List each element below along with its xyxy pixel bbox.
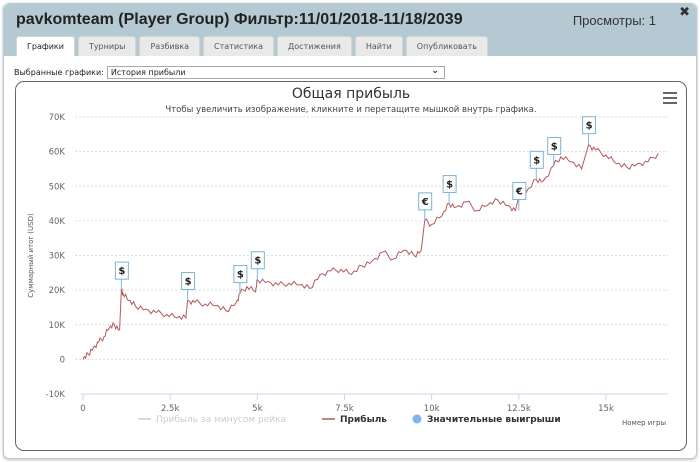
y-tick-label: 10K — [49, 321, 66, 331]
significant-win-flag[interactable] — [582, 116, 597, 135]
legend-circle-icon — [412, 414, 422, 424]
window-title: pavkomteam (Player Group) Фильтр:11/01/2… — [16, 11, 463, 28]
significant-win-flag[interactable] — [418, 192, 433, 211]
tab-tournaments[interactable]: Турниры — [77, 36, 137, 56]
dollar-icon: $ — [551, 141, 558, 152]
dollar-icon: $ — [533, 155, 540, 166]
graph-selector-value: История прибыли — [110, 68, 186, 77]
profit-line[interactable] — [82, 143, 659, 360]
significant-win-flag[interactable] — [114, 261, 129, 280]
y-tick-label: 30K — [49, 252, 66, 262]
significant-win-flag[interactable] — [512, 181, 527, 200]
tab-find[interactable]: Найти — [354, 36, 403, 56]
graph-selector-row: Выбранные графики: История прибыли ⌄ — [14, 66, 445, 79]
close-icon[interactable]: ✖ — [679, 5, 690, 20]
tab-breakdown[interactable]: Разбивка — [139, 36, 201, 56]
tab-content: Выбранные графики: История прибыли ⌄ Общ… — [4, 56, 696, 458]
y-tick-label: 50K — [49, 182, 66, 192]
x-tick-label: 10k — [424, 404, 440, 414]
tab-graphs[interactable]: Графики — [16, 36, 75, 57]
y-tick-label: 70K — [49, 113, 66, 123]
tab-statistics[interactable]: Статистика — [203, 36, 275, 56]
dollar-icon: $ — [254, 256, 261, 267]
chart-menu-icon[interactable] — [663, 92, 677, 104]
chart-title: Общая прибыль — [291, 86, 411, 102]
x-tick-label: 2.5k — [161, 404, 180, 414]
x-tick-label: 0 — [80, 404, 85, 414]
dollar-icon: $ — [118, 266, 125, 277]
tab-publish[interactable]: Опубликовать — [405, 36, 489, 56]
euro-icon: € — [515, 186, 523, 197]
significant-win-flag[interactable] — [181, 272, 196, 291]
player-group-window: pavkomteam (Player Group) Фильтр:11/01/2… — [3, 3, 697, 459]
y-tick-label: 20K — [49, 286, 66, 296]
dollar-icon: $ — [237, 270, 244, 281]
significant-win-flag[interactable] — [442, 175, 457, 194]
y-tick-label: -10K — [46, 390, 66, 400]
x-tick-label: 15k — [598, 404, 614, 414]
chart-subtitle: Чтобы увеличить изображение, кликните и … — [165, 105, 537, 115]
title-bar: pavkomteam (Player Group) Фильтр:11/01/2… — [4, 4, 696, 57]
y-tick-label: 0 — [60, 355, 65, 365]
euro-icon: € — [421, 197, 429, 208]
x-axis-title: Номер игры — [622, 419, 666, 427]
y-tick-label: 40K — [49, 217, 66, 227]
y-tick-label: 60K — [49, 148, 66, 158]
y-axis-title: Суммарный итог (USD) — [27, 213, 35, 298]
graph-selector-label: Выбранные графики: — [14, 68, 104, 77]
tab-achievements[interactable]: Достижения — [277, 36, 352, 56]
x-tick-label: 5k — [252, 404, 262, 414]
chart-container[interactable]: Общая прибыль Чтобы увеличить изображени… — [15, 81, 687, 451]
significant-win-flag[interactable] — [547, 136, 562, 155]
legend-item-profit[interactable]: Прибыль — [340, 414, 387, 425]
significant-win-flag[interactable] — [233, 265, 248, 284]
dollar-icon: $ — [586, 121, 593, 132]
chevron-down-icon: ⌄ — [431, 66, 439, 76]
dollar-icon: $ — [446, 180, 453, 191]
significant-win-flag[interactable] — [250, 251, 265, 270]
significant-win-flag[interactable] — [529, 150, 544, 169]
x-tick-label: 7.5k — [335, 404, 354, 414]
x-tick-label: 12.5k — [507, 404, 531, 414]
dollar-icon: $ — [185, 277, 192, 288]
chart-plot[interactable]: 70K 60K 50K 40K 30K 20K 10K 0 -10K 0 2.5k 5k 7.5k 10k… — [16, 82, 688, 452]
tab-bar: Графики Турниры Разбивка Статистика Дост… — [16, 36, 489, 57]
views-counter: Просмотры: 1 — [572, 13, 656, 28]
legend-item-net-profit[interactable]: Прибыль за минусом рейка — [156, 415, 286, 425]
graph-selector-dropdown[interactable]: История прибыли ⌄ — [106, 66, 445, 79]
legend-item-significant-wins[interactable]: Значительные выигрыши — [427, 415, 561, 425]
